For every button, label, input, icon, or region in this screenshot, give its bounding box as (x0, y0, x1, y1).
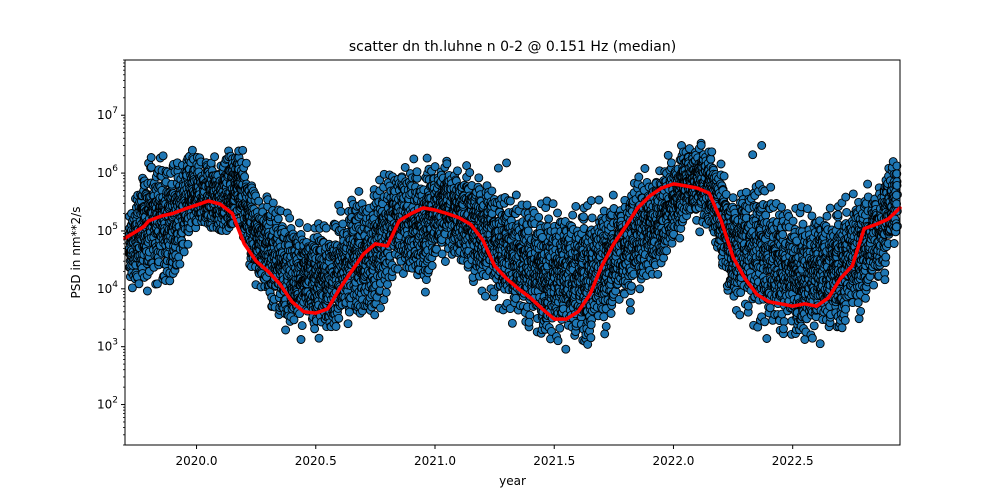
data-point (465, 168, 475, 177)
data-point (336, 206, 346, 216)
data-point (601, 321, 611, 331)
data-point (453, 166, 462, 176)
data-point (273, 214, 283, 224)
data-point (297, 321, 307, 331)
data-point (534, 212, 544, 222)
data-point (511, 190, 521, 200)
data-point (420, 287, 430, 297)
data-point (553, 208, 562, 218)
data-point (409, 154, 419, 164)
data-point (561, 344, 571, 354)
data-point (294, 218, 304, 228)
data-point (296, 335, 306, 344)
data-point (600, 329, 610, 339)
data-point (158, 151, 168, 161)
data-point (331, 322, 341, 331)
data-point (606, 309, 616, 318)
data-point (523, 226, 533, 236)
data-point (571, 201, 581, 211)
data-point (412, 167, 422, 177)
data-point (493, 163, 503, 173)
data-point (370, 310, 380, 320)
data-point (187, 145, 197, 155)
data-point (183, 239, 193, 249)
data-point (505, 196, 515, 206)
data-point (383, 279, 392, 289)
data-point (480, 291, 490, 301)
data-point (314, 333, 324, 343)
data-point (579, 212, 588, 222)
data-point (474, 173, 484, 183)
data-point (586, 196, 596, 206)
data-point (241, 158, 251, 168)
data-point (587, 213, 597, 223)
data-point (134, 279, 144, 289)
data-point (146, 162, 156, 172)
data-point (152, 279, 162, 289)
data-point (127, 283, 137, 293)
data-point (608, 190, 618, 200)
data-point (321, 223, 331, 233)
data-point (440, 257, 450, 266)
data-point (544, 214, 554, 224)
data-point (555, 323, 565, 333)
data-point (238, 145, 248, 155)
data-point (240, 172, 250, 182)
data-point (427, 261, 437, 271)
data-point (285, 213, 295, 223)
data-point (334, 313, 344, 323)
data-point (594, 195, 604, 205)
data-point (511, 293, 521, 303)
data-point (376, 303, 385, 313)
data-point (268, 198, 278, 208)
data-point (343, 319, 353, 329)
data-point (586, 320, 596, 330)
data-point (179, 247, 189, 257)
data-point (354, 186, 364, 196)
data-point (210, 152, 220, 162)
data-point (422, 153, 432, 163)
data-point (142, 286, 152, 296)
data-point (524, 317, 534, 327)
data-point (381, 287, 391, 297)
data-point (586, 333, 596, 343)
data-point (175, 259, 185, 269)
data-point (303, 223, 312, 233)
data-point (379, 295, 389, 305)
data-point (553, 336, 563, 346)
data-point (487, 186, 497, 196)
data-point (310, 324, 320, 334)
scatter-points (124, 138, 902, 354)
data-point (442, 159, 452, 169)
data-point (568, 210, 578, 220)
data-point (281, 325, 291, 335)
data-point (146, 153, 156, 162)
data-point (165, 276, 175, 286)
data-point (599, 312, 609, 322)
data-point (548, 199, 558, 209)
data-point (507, 318, 517, 328)
